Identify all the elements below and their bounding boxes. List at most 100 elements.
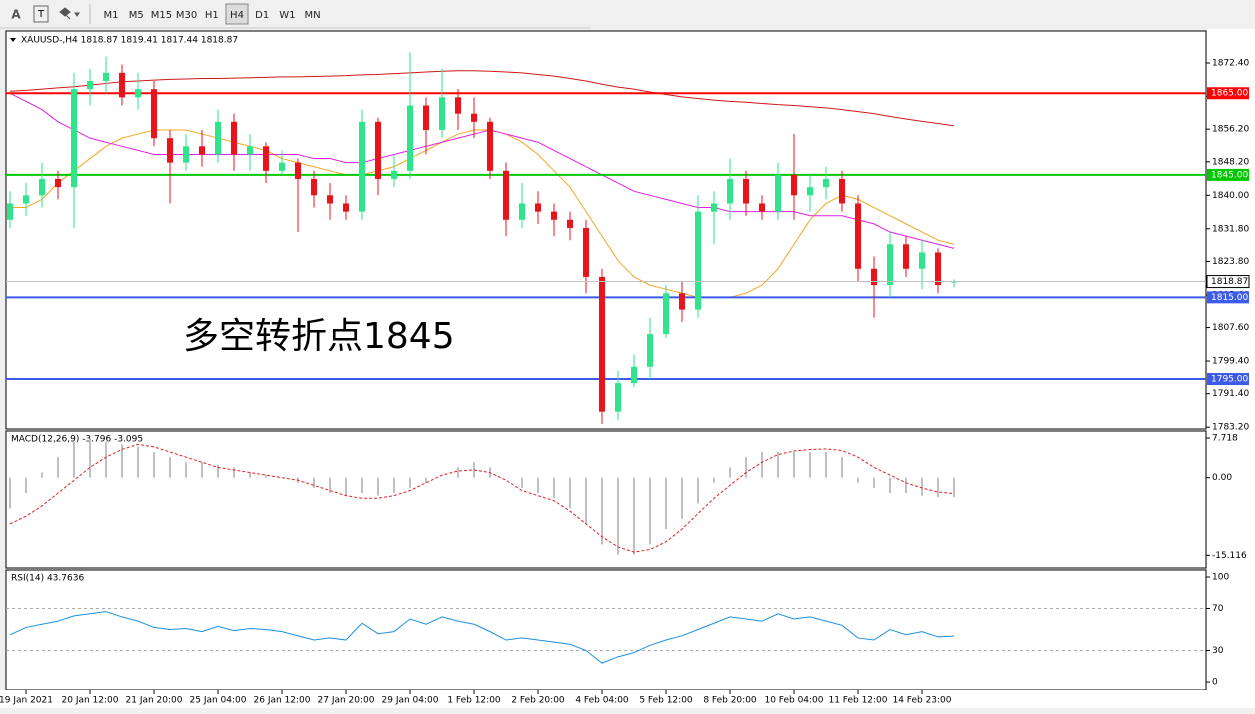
candle-body — [407, 105, 413, 171]
bid-label-box — [1206, 275, 1250, 289]
candle-body — [583, 227, 589, 277]
candle-body — [471, 113, 477, 122]
active-timeframe — [225, 3, 249, 25]
time-axis — [0, 690, 1207, 708]
timeframe-button[interactable]: M30 — [176, 10, 197, 21]
candle-body — [39, 178, 45, 196]
candle-body — [567, 219, 573, 228]
price-panel — [5, 30, 1207, 430]
rsi-line — [9, 611, 955, 664]
rsi-title: RSI(14) 43.7636 — [11, 574, 84, 584]
level-label-box — [1207, 373, 1249, 386]
timeframe-button[interactable]: D1 — [255, 10, 269, 21]
candle-body — [631, 366, 637, 384]
candle-body — [759, 203, 765, 212]
y-tick-label: 1831.80 — [1212, 224, 1249, 234]
x-tick-label: 4 Feb 04:00 — [575, 696, 629, 706]
candle-body — [55, 178, 61, 188]
candle-body — [343, 203, 349, 212]
candle-body — [823, 178, 829, 188]
timeframe-button[interactable]: M1 — [104, 10, 119, 21]
y-tick-label: 100 — [1212, 572, 1229, 582]
candle-body — [23, 195, 29, 204]
level-label: 1815.00 — [1211, 293, 1248, 303]
candle-body — [599, 276, 605, 412]
x-tick-label: 2 Feb 20:00 — [511, 696, 565, 706]
moving-average — [9, 70, 955, 127]
shapes-tool-icon[interactable] — [59, 7, 80, 20]
timeframe-button[interactable]: W1 — [279, 10, 295, 21]
candle-body — [375, 121, 381, 179]
y-tick-label: -15.116 — [1212, 551, 1247, 561]
rsi-panel — [5, 569, 1207, 691]
candle-body — [679, 293, 685, 310]
collapse-triangle[interactable] — [10, 38, 16, 42]
timeframe-button[interactable]: H1 — [205, 10, 219, 21]
candle-body — [263, 146, 269, 171]
candle-body — [663, 293, 669, 335]
timeframe-button[interactable]: MN — [305, 10, 321, 21]
x-tick-label: 26 Jan 12:00 — [254, 696, 311, 706]
x-tick-label: 20 Jan 12:00 — [62, 696, 119, 706]
candle-body — [247, 146, 253, 155]
macd-panel — [5, 430, 1207, 569]
bid-label: 1818.87 — [1211, 277, 1248, 287]
candle-body — [231, 121, 237, 155]
y-tick-label: 1807.60 — [1212, 323, 1249, 333]
price-axis — [1207, 29, 1255, 708]
candle-body — [855, 203, 861, 269]
level-label-box — [1207, 291, 1249, 304]
level-label: 1845.00 — [1211, 170, 1248, 180]
y-tick-label: 30 — [1212, 646, 1224, 656]
candle-body — [695, 211, 701, 310]
x-tick-label: 5 Feb 12:00 — [639, 696, 693, 706]
candle-body — [871, 268, 877, 286]
candle-body — [455, 97, 461, 114]
y-tick-label: 1783.20 — [1212, 423, 1249, 433]
candle-body — [71, 89, 77, 188]
price-title: XAUUSD-,H4 1818.87 1819.41 1817.44 1818.… — [21, 36, 238, 46]
text-tool-icon[interactable] — [33, 5, 49, 23]
y-tick-label: 1856.20 — [1212, 125, 1249, 135]
candle-body — [807, 187, 813, 196]
candle-body — [727, 178, 733, 204]
level-label: 1865.00 — [1211, 89, 1248, 99]
macd-title: MACD(12,26,9) -3.796 -3.095 — [11, 435, 143, 445]
candle-body — [359, 121, 365, 212]
annotation: 多空转折点1845 — [183, 316, 455, 357]
timeframe-button[interactable]: M5 — [129, 10, 144, 21]
candle-body — [775, 174, 781, 212]
level-label-box — [1207, 168, 1249, 181]
tool-button[interactable]: A — [11, 8, 21, 22]
toolbar — [0, 0, 1255, 28]
candle-body — [439, 97, 445, 130]
y-tick-label: 0.00 — [1212, 473, 1232, 483]
timeframe-button[interactable]: H4 — [230, 10, 244, 21]
level-label: 1795.00 — [1211, 375, 1248, 385]
x-tick-label: 14 Feb 23:00 — [892, 696, 951, 706]
y-tick-label: 7.718 — [1212, 434, 1238, 444]
candle-body — [487, 121, 493, 171]
candle-body — [151, 89, 157, 139]
candle-body — [167, 138, 173, 163]
candle-body — [615, 383, 621, 412]
candle-body — [791, 174, 797, 196]
candle-body — [295, 162, 301, 179]
x-tick-label: 1 Feb 12:00 — [447, 696, 501, 706]
candle-body — [519, 203, 525, 220]
y-tick-label: 0 — [1212, 678, 1218, 688]
x-tick-label: 10 Feb 04:00 — [764, 696, 823, 706]
moving-average — [10, 129, 955, 298]
text-tool-glyph: T — [37, 9, 45, 20]
y-tick-label: 1799.40 — [1212, 357, 1249, 367]
candle-body — [887, 244, 893, 286]
timeframe-button[interactable]: M15 — [151, 10, 172, 21]
candle-body — [327, 195, 333, 204]
candle-body — [503, 170, 509, 220]
x-tick-label: 21 Jan 20:00 — [126, 696, 183, 706]
x-tick-label: 27 Jan 20:00 — [318, 696, 375, 706]
candle-body — [199, 146, 205, 155]
y-tick-label: 1848.20 — [1212, 157, 1249, 167]
candle-body — [711, 203, 717, 212]
x-tick-label: 11 Feb 12:00 — [828, 696, 887, 706]
